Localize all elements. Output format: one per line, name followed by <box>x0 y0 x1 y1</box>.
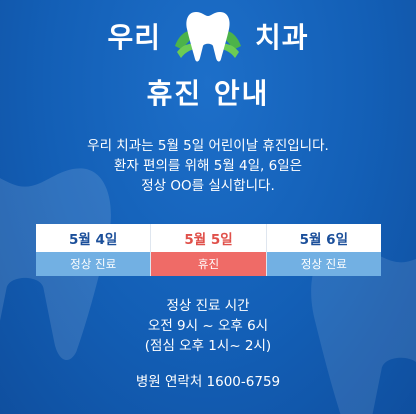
hours-lunch: (점심 오후 1시~ 2시) <box>144 338 272 354</box>
tooth-icon <box>175 12 241 62</box>
schedule-date: 5월 5일 <box>151 224 266 252</box>
schedule-day-may-5: 5월 5일 휴진 <box>151 224 267 276</box>
schedule-status: 정상 진료 <box>36 252 151 276</box>
notice-line-2: 환자 편의를 위해 5월 4일, 6일은 <box>113 158 303 174</box>
hours-time: 오전 9시 ~ 오후 6시 <box>147 318 269 334</box>
clinic-title: 우리 치과 <box>0 8 416 64</box>
notice-line-1: 우리 치과는 5월 5일 어린이날 휴진입니다. <box>87 138 329 154</box>
contact-phone: 병원 연락처 1600-6759 <box>135 374 281 390</box>
notice-line-3: 정상 OO를 실시합니다. <box>141 178 275 194</box>
page-title: 휴진 안내 <box>146 77 270 110</box>
title-right: 치과 <box>255 21 309 54</box>
schedule-day-may-4: 5월 4일 정상 진료 <box>36 224 152 276</box>
notice-text: 우리 치과는 5월 5일 어린이날 휴진입니다. 환자 편의를 위해 5월 4일… <box>0 136 416 196</box>
schedule-status: 정상 진료 <box>266 252 381 276</box>
schedule-date: 5월 6일 <box>266 224 381 252</box>
schedule-status: 휴진 <box>151 252 266 276</box>
title-left: 우리 <box>107 21 161 54</box>
schedule-date: 5월 4일 <box>36 224 151 252</box>
schedule-table: 5월 4일 정상 진료 5월 5일 휴진 5월 6일 정상 진료 <box>36 224 381 276</box>
background-tooth-icon-2 <box>311 243 416 414</box>
schedule-day-may-6: 5월 6일 정상 진료 <box>266 224 381 276</box>
hours-heading: 정상 진료 시간 <box>166 298 250 314</box>
clinic-hours: 정상 진료 시간 오전 9시 ~ 오후 6시 (점심 오후 1시~ 2시) <box>0 296 416 356</box>
